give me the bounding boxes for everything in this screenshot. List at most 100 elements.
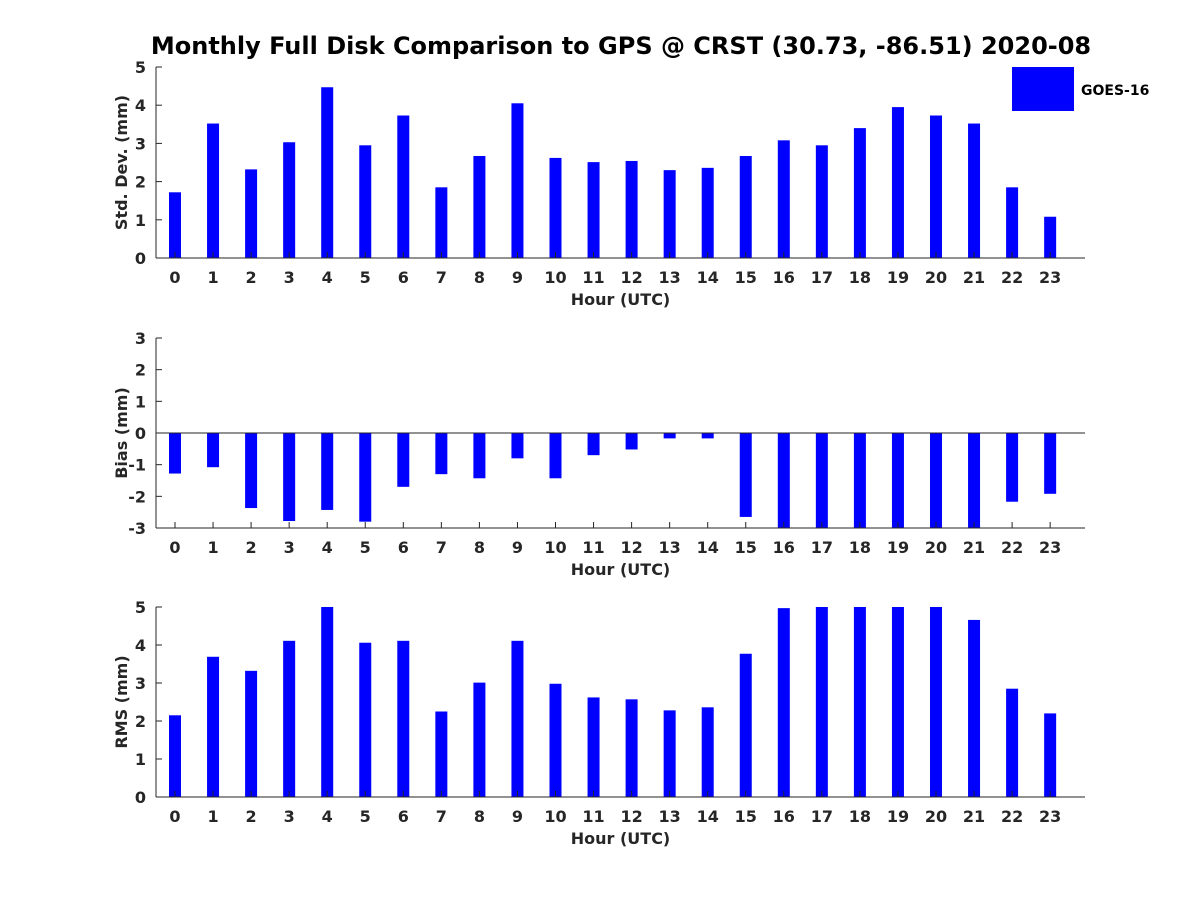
y-tick-label: 4 [135, 96, 146, 115]
x-tick-label: 12 [620, 807, 642, 826]
bar-panel1-hour-18 [853, 128, 866, 258]
x-tick-label: 18 [849, 538, 871, 557]
x-axis-label: Hour (UTC) [571, 829, 671, 848]
bar-panel2-hour-13 [663, 433, 676, 439]
bar-panel3-hour-13 [663, 710, 676, 797]
x-tick-label: 3 [284, 268, 295, 287]
bar-panel3-hour-4 [321, 607, 334, 797]
x-tick-label: 19 [887, 538, 909, 557]
bar-panel2-hour-2 [245, 433, 258, 509]
x-tick-label: 5 [360, 807, 371, 826]
bar-panel3-hour-9 [511, 640, 524, 797]
x-tick-label: 7 [436, 807, 447, 826]
bar-panel2-hour-22 [1006, 433, 1019, 502]
y-tick-label: 4 [135, 636, 146, 655]
x-tick-label: 19 [887, 268, 909, 287]
bar-panel2-hour-12 [625, 433, 638, 450]
bar-panel1-hour-4 [321, 87, 334, 258]
x-tick-label: 13 [659, 268, 681, 287]
x-tick-label: 2 [246, 538, 257, 557]
bar-panel1-hour-6 [397, 115, 410, 258]
y-tick-label: -2 [128, 487, 146, 506]
bar-panel3-hour-18 [853, 607, 866, 797]
bar-panel3-hour-6 [397, 640, 410, 797]
x-tick-label: 22 [1001, 807, 1023, 826]
y-tick-label: 3 [135, 329, 146, 348]
y-tick-label: 2 [135, 173, 146, 192]
x-tick-label: 7 [436, 538, 447, 557]
y-tick-label: 0 [135, 788, 146, 807]
x-tick-label: 3 [284, 538, 295, 557]
x-tick-label: 18 [849, 807, 871, 826]
x-tick-label: 4 [322, 268, 333, 287]
bar-panel2-hour-21 [968, 433, 981, 528]
bar-panel2-hour-9 [511, 433, 524, 459]
y-axis-label: RMS (mm) [112, 655, 131, 748]
x-tick-label: 17 [811, 268, 833, 287]
bar-panel1-hour-17 [815, 145, 828, 258]
x-tick-label: 0 [169, 807, 180, 826]
bar-panel1-hour-8 [473, 156, 486, 258]
bar-panel2-hour-18 [853, 433, 866, 528]
bar-panel1-hour-2 [245, 169, 258, 258]
x-tick-label: 21 [963, 538, 985, 557]
bar-panel1-hour-23 [1044, 216, 1057, 258]
bar-panel2-hour-7 [435, 433, 448, 475]
bar-panel3-hour-15 [739, 653, 752, 797]
x-tick-label: 10 [544, 807, 566, 826]
x-tick-label: 23 [1039, 538, 1061, 557]
bar-panel2-hour-8 [473, 433, 486, 479]
chart-title: Monthly Full Disk Comparison to GPS @ CR… [151, 32, 1091, 60]
legend: GOES-16 [1012, 67, 1149, 111]
x-tick-label: 23 [1039, 807, 1061, 826]
x-tick-label: 6 [398, 538, 409, 557]
y-tick-label: -3 [128, 519, 146, 538]
bar-panel3-hour-2 [245, 670, 258, 797]
x-tick-label: 10 [544, 268, 566, 287]
x-tick-label: 9 [512, 538, 523, 557]
bar-panel3-hour-22 [1006, 688, 1019, 797]
bar-panel1-hour-13 [663, 170, 676, 258]
bar-panel1-hour-20 [930, 115, 942, 258]
x-tick-label: 23 [1039, 268, 1061, 287]
x-tick-label: 9 [512, 807, 523, 826]
x-tick-label: 6 [398, 807, 409, 826]
y-tick-label: 5 [135, 58, 146, 77]
bar-panel3-hour-19 [891, 607, 904, 797]
bar-panel2-hour-1 [207, 433, 220, 468]
x-tick-label: 22 [1001, 538, 1023, 557]
y-axis-label: Bias (mm) [112, 387, 131, 479]
bar-panel2-hour-11 [587, 433, 600, 456]
x-tick-label: 14 [697, 268, 719, 287]
x-tick-label: 21 [963, 268, 985, 287]
x-tick-label: 15 [735, 807, 757, 826]
y-tick-label: 5 [135, 598, 146, 617]
bar-panel3-hour-0 [169, 715, 181, 797]
x-tick-label: 16 [773, 538, 795, 557]
x-tick-label: 9 [512, 268, 523, 287]
bar-panel3-hour-11 [587, 697, 600, 797]
bar-panel3-hour-17 [815, 607, 828, 797]
bar-panel1-hour-1 [207, 123, 220, 258]
legend-swatch-goes-16 [1012, 67, 1074, 111]
bar-panel1-hour-12 [625, 160, 638, 258]
x-tick-label: 17 [811, 807, 833, 826]
bar-panel2-hour-16 [777, 433, 790, 528]
bar-panel2-hour-17 [815, 433, 828, 528]
bar-panel2-hour-0 [169, 433, 181, 474]
bar-panel2-hour-23 [1044, 433, 1057, 494]
bar-panel2-hour-19 [891, 433, 904, 528]
x-tick-label: 6 [398, 268, 409, 287]
x-axis-label: Hour (UTC) [571, 560, 671, 579]
x-tick-label: 14 [697, 538, 719, 557]
bar-panel3-hour-7 [435, 711, 448, 797]
y-tick-label: 1 [135, 750, 146, 769]
bar-panel3-hour-16 [777, 608, 790, 797]
bar-panel2-hour-15 [739, 433, 752, 517]
legend-label-goes-16: GOES-16 [1081, 83, 1149, 99]
bar-panel3-hour-3 [283, 640, 296, 797]
x-tick-label: 5 [360, 538, 371, 557]
x-tick-label: 8 [474, 807, 485, 826]
x-tick-label: 21 [963, 807, 985, 826]
x-tick-label: 4 [322, 538, 333, 557]
